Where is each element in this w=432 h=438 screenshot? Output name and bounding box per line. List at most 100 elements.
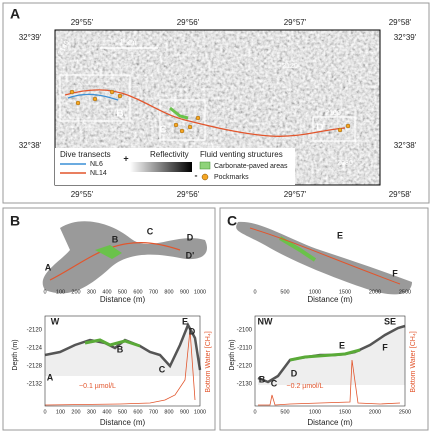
legend-entry: Carbonate-paved areas <box>214 163 288 170</box>
profile-point-label: E <box>339 340 345 350</box>
x-axis-label: Distance (m) <box>307 295 353 304</box>
legend-title: Reflectivity <box>150 150 189 159</box>
x-tick-label: 200 <box>71 409 80 415</box>
x-tick-label: 500 <box>118 409 127 415</box>
map-point-label: F <box>392 268 398 278</box>
legend-title: Dive transects <box>60 150 111 159</box>
direction-label: NW <box>258 316 273 326</box>
y-tick-label: -2124 <box>27 346 43 352</box>
y-axis-label: Depth (m) <box>12 339 19 370</box>
latitude-label: 32°38' <box>19 141 42 150</box>
panel-label: B <box>10 213 20 229</box>
profile-point-label: A <box>47 372 54 382</box>
x-tick-label: 500 <box>118 289 127 295</box>
map-point-label: B <box>112 234 119 244</box>
y-tick-label: -2130 <box>237 382 253 388</box>
panel-label: A <box>10 6 20 22</box>
panel-b-carbonate <box>95 245 122 259</box>
longitude-label: 29°58' <box>389 18 412 27</box>
box-label: B <box>116 109 123 120</box>
profile-point-label: B <box>259 374 266 384</box>
x-tick-label: 0 <box>253 409 256 415</box>
x-tick-label: 0 <box>43 409 46 415</box>
x-axis-label: Distance (m) <box>100 295 146 304</box>
legend-sign: - <box>195 170 198 180</box>
transect-nl6 <box>67 93 119 101</box>
legend-pockmark <box>201 173 209 181</box>
profile-c-frame <box>254 315 406 407</box>
map-point-label: E <box>337 230 343 240</box>
legend-sign: + <box>123 153 128 163</box>
panel-c-transect <box>249 227 401 285</box>
carbonate-area <box>169 106 189 120</box>
latitude-label: 32°39' <box>394 33 417 42</box>
x-tick-label: 800 <box>164 409 173 415</box>
profile-point-label: C <box>159 364 166 374</box>
x-tick-label: 0 <box>253 289 256 295</box>
y-axis-label: Depth (m) <box>229 339 236 370</box>
profile-point-label: D <box>189 326 196 336</box>
longitude-label: 29°57' <box>284 190 307 199</box>
longitude-label: 29°56' <box>177 18 200 27</box>
profile-point-label: F <box>382 342 388 352</box>
panel-c-frame <box>219 207 429 431</box>
legend-entry: Pockmarks <box>214 174 249 181</box>
x-tick-label: 300 <box>87 289 96 295</box>
methane-note: ~0.2 µmol/L <box>287 383 324 390</box>
x-tick-label: 2000 <box>369 409 381 415</box>
zoom-boxes <box>59 74 356 142</box>
x-tick-label: 1000 <box>194 289 206 295</box>
x-tick-label: 600 <box>133 409 142 415</box>
longitude-label: 29°58' <box>389 190 412 199</box>
latitude-label: 32°39' <box>19 33 42 42</box>
panel-label: C <box>227 213 237 229</box>
legend-carbonate <box>199 161 211 170</box>
legend-reflectivity <box>130 162 192 172</box>
y-tick-label: -2128 <box>27 364 43 370</box>
x-tick-label: 900 <box>180 289 189 295</box>
longitude-label: 29°55' <box>71 18 94 27</box>
box-label: C <box>159 125 166 136</box>
x-tick-label: 700 <box>149 409 158 415</box>
x-tick-label: 400 <box>102 289 111 295</box>
profile-point-label: D <box>291 368 298 378</box>
x-tick-label: 200 <box>71 289 80 295</box>
x-tick-label: 1000 <box>309 409 321 415</box>
x-tick-label: 1000 <box>194 409 206 415</box>
x-axis-label: Distance (m) <box>100 418 146 427</box>
x-tick-label: 400 <box>102 409 111 415</box>
pockmarks <box>69 89 351 134</box>
profile-point-label: C <box>271 378 278 388</box>
contour-label: 2080 <box>337 160 353 167</box>
x-tick-label: 2000 <box>369 289 381 295</box>
x-tick-label: 300 <box>87 409 96 415</box>
x-tick-label: 1000 <box>309 289 321 295</box>
x-axis-label: Distance (m) <box>307 418 353 427</box>
map-point-label: D <box>187 232 194 242</box>
map-point-label: A <box>45 262 52 272</box>
y2-axis-label: Bottom Water [CH₄] <box>410 331 417 392</box>
panel-b-map-area <box>42 221 208 294</box>
x-tick-label: 700 <box>149 289 158 295</box>
x-tick-label: 1500 <box>339 409 351 415</box>
scale-label: 1 km <box>119 38 137 47</box>
map-point-label: C <box>147 226 154 236</box>
x-tick-label: 900 <box>180 409 189 415</box>
x-tick-label: 100 <box>56 289 65 295</box>
x-tick-label: 2500 <box>399 409 411 415</box>
y-tick-label: -2132 <box>27 382 43 388</box>
longitude-label: 29°55' <box>71 190 94 199</box>
box-label: D <box>316 123 323 134</box>
profile-point-label: B <box>117 344 124 354</box>
legend-title: Fluid venting structures <box>200 150 283 159</box>
profile-b-frame <box>44 315 201 407</box>
x-tick-label: 100 <box>56 409 65 415</box>
y-tick-label: -2120 <box>237 364 253 370</box>
profile-c-carbonate <box>289 348 361 362</box>
y-tick-label: -2100 <box>237 328 253 334</box>
x-tick-label: 2500 <box>399 289 411 295</box>
x-tick-label: 800 <box>164 289 173 295</box>
legend-entry: NL14 <box>90 170 107 177</box>
direction-label: E <box>182 316 188 326</box>
